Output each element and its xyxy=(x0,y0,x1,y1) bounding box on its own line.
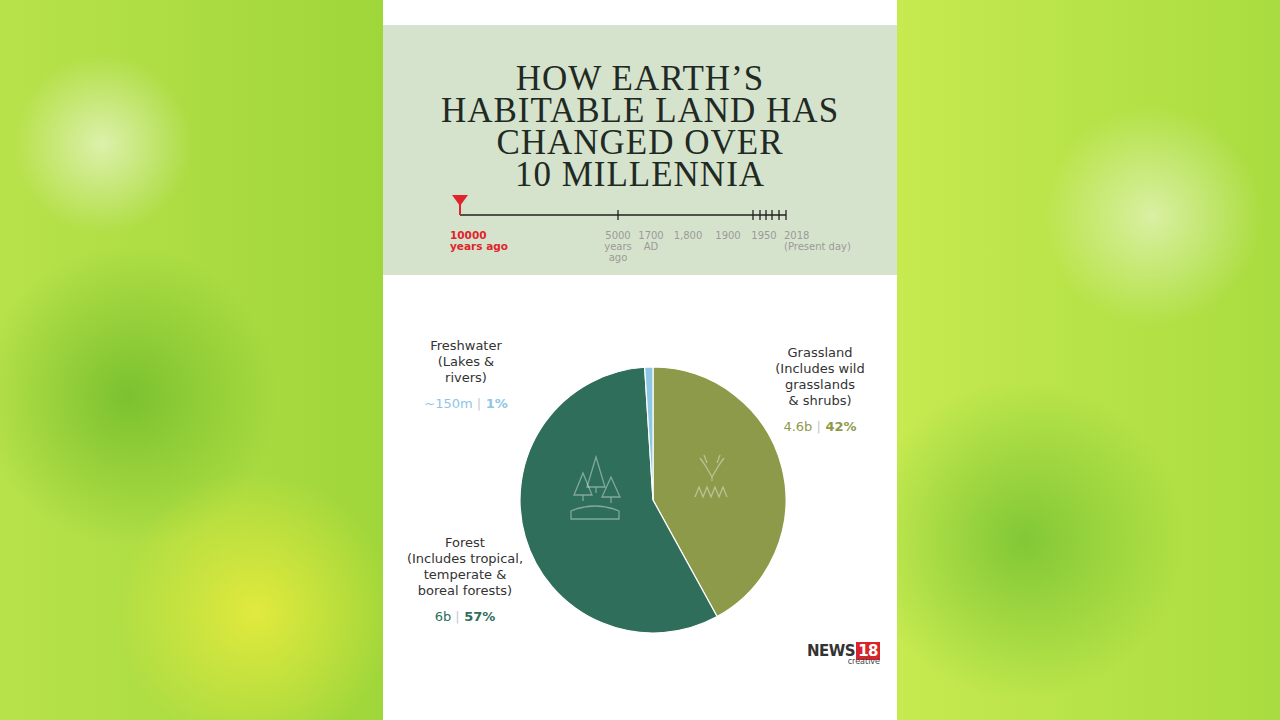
svg-text:Grassland(Includes wildgrassla: Grassland(Includes wildgrasslands& shrub… xyxy=(775,345,864,408)
svg-text:10000years ago: 10000years ago xyxy=(450,229,508,252)
svg-text:1900: 1900 xyxy=(715,230,740,241)
svg-text:~150m | 1%: ~150m | 1% xyxy=(424,396,508,411)
svg-text:5000yearsago: 5000yearsago xyxy=(604,230,632,263)
svg-text:1700AD: 1700AD xyxy=(638,230,663,252)
svg-text:Freshwater(Lakes &rivers): Freshwater(Lakes &rivers) xyxy=(430,338,502,385)
html-text:10 MILLENNIA: 10 MILLENNIA xyxy=(514,155,766,194)
html-text:creative: creative xyxy=(847,657,880,666)
svg-text:2018(Present day): 2018(Present day) xyxy=(784,230,851,252)
html-text:HOW EARTH’S: HOW EARTH’S xyxy=(515,59,765,98)
svg-text:1950: 1950 xyxy=(751,230,776,241)
svg-text:1,800: 1,800 xyxy=(674,230,703,241)
svg-text:4.6b | 42%: 4.6b | 42% xyxy=(783,419,856,434)
html-text:CHANGED OVER: CHANGED OVER xyxy=(496,123,784,162)
svg-text:Forest(Includes tropical,tempe: Forest(Includes tropical,temperate &bore… xyxy=(407,535,523,598)
html-text:NEWS 18: NEWS 18 xyxy=(807,642,878,660)
html-text:HABITABLE LAND HAS: HABITABLE LAND HAS xyxy=(440,91,840,130)
svg-text:6b | 57%: 6b | 57% xyxy=(435,609,496,624)
